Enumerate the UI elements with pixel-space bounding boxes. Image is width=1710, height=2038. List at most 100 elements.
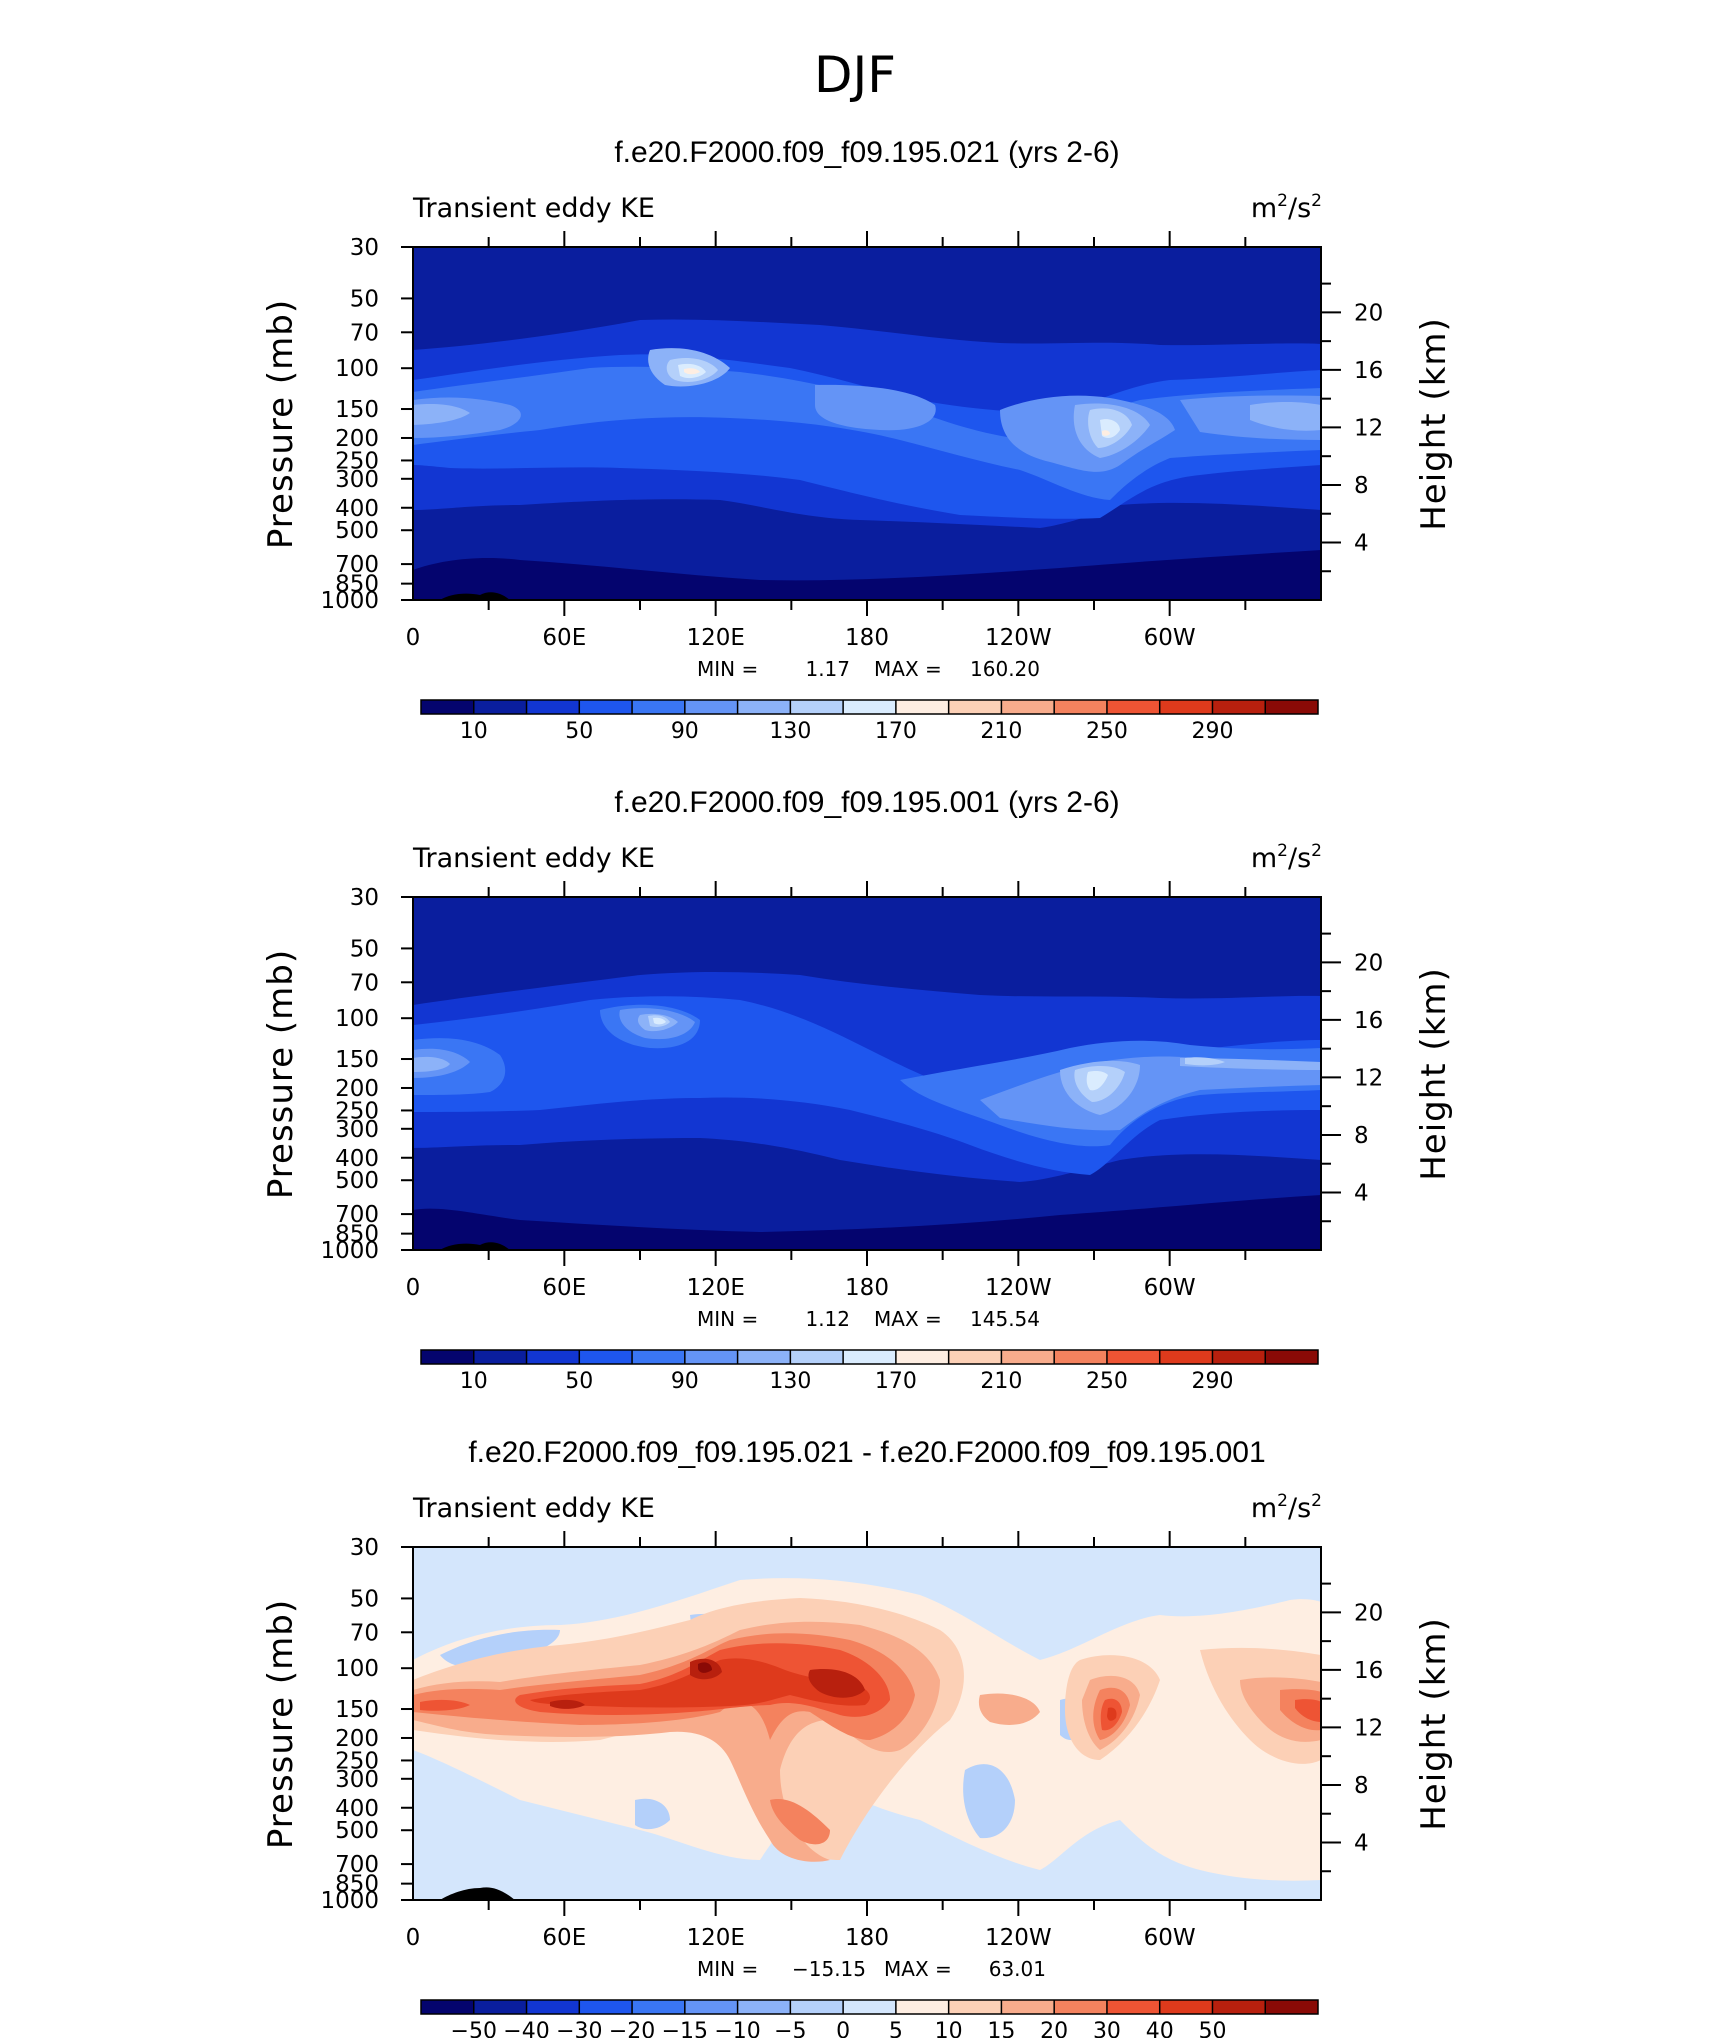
panel-1-field-lower (413, 550, 1321, 600)
panel-3-axes-xtick-label: 0 (406, 1925, 421, 1951)
panel-1-axes-ytick-right-label: 12 (1354, 415, 1383, 441)
panel-1-axes-ytick-label: 1000 (320, 588, 379, 614)
panel-3-colorbar-swatch (579, 2000, 633, 2014)
panel-2: f.e20.F2000.f09_f09.195.001 (yrs 2-6) Tr… (261, 786, 1454, 1394)
panel-3-colorbar-swatch (1159, 2000, 1213, 2014)
panel-2-axes-xtick-label: 0 (406, 1275, 421, 1301)
panel-1-axes-ytick-label: 700 (335, 552, 379, 578)
panel-1-colorbar-label: 90 (671, 719, 699, 744)
panel-1-max-value: 160.20 (970, 657, 1040, 681)
panel-3-colorbar-swatch (895, 2000, 949, 2014)
panel-1-units: m2/s2 (1251, 191, 1322, 224)
panel-2-colorbar-label: 170 (875, 1369, 917, 1394)
panel-1-variable-label: Transient eddy KE (412, 193, 655, 224)
panel-3-colorbar-swatch (790, 2000, 844, 2014)
panel-2-axes-ytick-right-label: 16 (1354, 1008, 1383, 1034)
panel-2-axes-ytick-label: 300 (335, 1117, 379, 1143)
panel-1-colorbar-label: 130 (769, 719, 811, 744)
panel-2-axes-ytick-label: 70 (350, 970, 379, 996)
panel-3-colorbar-label: −10 (714, 2019, 760, 2038)
panel-2-axes-ytick-label: 500 (335, 1168, 379, 1194)
panel-3-colorbar-swatch (1212, 2000, 1266, 2014)
panel-1-colorbar-label: 10 (460, 719, 488, 744)
panel-1-colorbar-label: 50 (565, 719, 593, 744)
panel-2-variable-label: Transient eddy KE (412, 843, 655, 874)
panel-2-axes-ytick-right-label: 4 (1354, 1180, 1369, 1206)
panel-3-axes-ytick-label: 850 (335, 1872, 379, 1898)
panel-2-terrain (440, 1242, 510, 1250)
panel-1-colorbar-swatch (790, 700, 844, 714)
panel-3-field-pos-5 (420, 1643, 1321, 1731)
panel-1-colorbar-swatch (526, 700, 580, 714)
panel-1-terrain (440, 592, 510, 600)
panel-2-max-value: 145.54 (970, 1307, 1040, 1331)
panel-2-colorbar-frame (420, 1349, 1319, 1365)
panel-2-colorbar-label: 10 (460, 1369, 488, 1394)
panel-2-ylabel-right: Height (km) (1414, 967, 1454, 1181)
panel-2-colorbar-swatch (1054, 1350, 1108, 1364)
panel-3-max-label: MAX = (884, 1957, 952, 1981)
panel-1-axes-ytick-label: 500 (335, 518, 379, 544)
panel-1-colorbar-swatch (737, 700, 791, 714)
panel-2-colorbar-label: 50 (565, 1369, 593, 1394)
panel-2-min-label: MIN = (697, 1307, 758, 1331)
panel-3-min-label: MIN = (697, 1957, 758, 1981)
panel-2-colorbar-swatch (948, 1350, 1002, 1364)
panel-3-axes-ytick-label: 150 (335, 1697, 379, 1723)
panel-3-field-pos-8 (698, 1662, 712, 1673)
figure-title: DJF (814, 46, 896, 104)
panel-3-axes-ytick-label: 700 (335, 1852, 379, 1878)
panel-3-colorbar: −50 −40 −30 −20 −15 −10 −5 0 5 10 15 20 30 40 50 (420, 1999, 1319, 2038)
panel-3-axes-xtick-label: 120W (985, 1925, 1052, 1951)
panel-3-colorbar-label: 50 (1198, 2019, 1226, 2038)
panel-3-colorbar-swatch (684, 2000, 738, 2014)
panel-2-colorbar-swatch (790, 1350, 844, 1364)
panel-3: f.e20.F2000.f09_f09.195.021 - f.e20.F200… (261, 1436, 1454, 2038)
panel-1-minmax: MIN = 1.17 MAX = 160.20 (697, 657, 1040, 681)
panel-3-colorbar-swatch (526, 2000, 580, 2014)
panel-1-axes-ytick-label: 250 (335, 448, 379, 474)
panel-1-axes-ytick-right-label: 8 (1354, 473, 1369, 499)
panel-1-colorbar-frame (420, 699, 1319, 715)
panel-2-colorbar-swatch (1106, 1350, 1161, 1364)
panel-2-colorbar-swatch (632, 1350, 686, 1364)
panel-2-axes-ytick-label: 250 (335, 1098, 379, 1124)
panel-3-colorbar-frame (420, 1999, 1319, 2015)
panel-1-max-label: MAX = (874, 657, 942, 681)
panel-2-axes-ytick-label: 400 (335, 1146, 379, 1172)
panel-3-axes-xtick-label: 120E (686, 1925, 744, 1951)
panel-1-axes-xtick-label: 180 (845, 625, 889, 651)
panel-1-colorbar-swatch (1001, 700, 1055, 714)
panel-1-axes-ytick-right-label: 4 (1354, 530, 1369, 556)
panel-3-colorbar-swatch (473, 2000, 527, 2014)
panel-3-axes-ytick-label: 500 (335, 1818, 379, 1844)
panel-2-colorbar-swatch (473, 1350, 527, 1364)
panel-3-minmax: MIN = −15.15 MAX = 63.01 (697, 1957, 1046, 1981)
panel-3-axes-ytick-right-label: 8 (1354, 1773, 1369, 1799)
panel-1-colorbar-swatch (1265, 700, 1319, 714)
panel-3-colorbar-swatch (1265, 2000, 1319, 2014)
panel-2-colorbar-swatch (1001, 1350, 1055, 1364)
panel-1-axes-xtick-label: 120E (686, 625, 744, 651)
panel-1-colorbar-swatch (1106, 700, 1161, 714)
panel-1-colorbar-label: 250 (1086, 719, 1128, 744)
panel-1-colorbar-swatch (632, 700, 686, 714)
panel-3-colorbar-label: −40 (503, 2019, 549, 2038)
panel-1-axes-xtick-label: 60E (542, 625, 586, 651)
panel-1-axes-ytick-label: 150 (335, 397, 379, 423)
panel-3-colorbar-swatch (1001, 2000, 1055, 2014)
panel-3-colorbar-swatch (843, 2000, 897, 2014)
panel-3-variable-label: Transient eddy KE (412, 1493, 655, 1524)
panel-1-axes-ytick-label: 200 (335, 426, 379, 452)
panel-1-colorbar-swatch (421, 700, 475, 714)
panel-1-ylabel: Pressure (mb) (261, 299, 301, 549)
panel-2-axes-ytick-right-label: 12 (1354, 1065, 1383, 1091)
panel-3-colorbar-label: 5 (889, 2019, 903, 2038)
panel-2-minmax: MIN = 1.12 MAX = 145.54 (697, 1307, 1040, 1331)
panel-2-colorbar-label: 290 (1191, 1369, 1233, 1394)
panel-2-axes-xtick-label: 120E (686, 1275, 744, 1301)
